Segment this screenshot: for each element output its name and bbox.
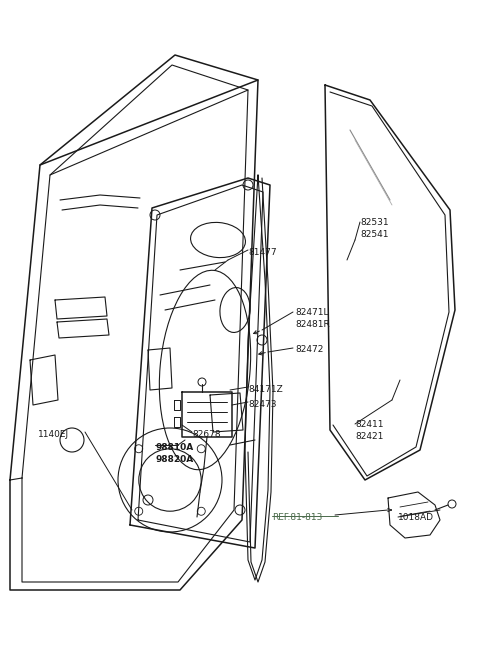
Text: 84171Z: 84171Z bbox=[248, 385, 283, 394]
Text: 82471L: 82471L bbox=[295, 308, 328, 317]
Text: 82473: 82473 bbox=[248, 400, 276, 409]
Text: 82481R: 82481R bbox=[295, 320, 330, 329]
Text: 82541: 82541 bbox=[360, 230, 388, 239]
Text: 98820A: 98820A bbox=[155, 455, 193, 464]
Text: 1018AD: 1018AD bbox=[398, 513, 434, 522]
Text: 82421: 82421 bbox=[355, 432, 384, 441]
Text: REF.81-813: REF.81-813 bbox=[272, 513, 323, 522]
Text: 98810A: 98810A bbox=[155, 443, 193, 452]
Text: 82678: 82678 bbox=[192, 430, 221, 439]
Text: 82531: 82531 bbox=[360, 218, 389, 227]
Text: 82472: 82472 bbox=[295, 345, 324, 354]
Text: 1140EJ: 1140EJ bbox=[38, 430, 69, 439]
Text: 82411: 82411 bbox=[355, 420, 384, 429]
Text: 81477: 81477 bbox=[248, 248, 276, 257]
